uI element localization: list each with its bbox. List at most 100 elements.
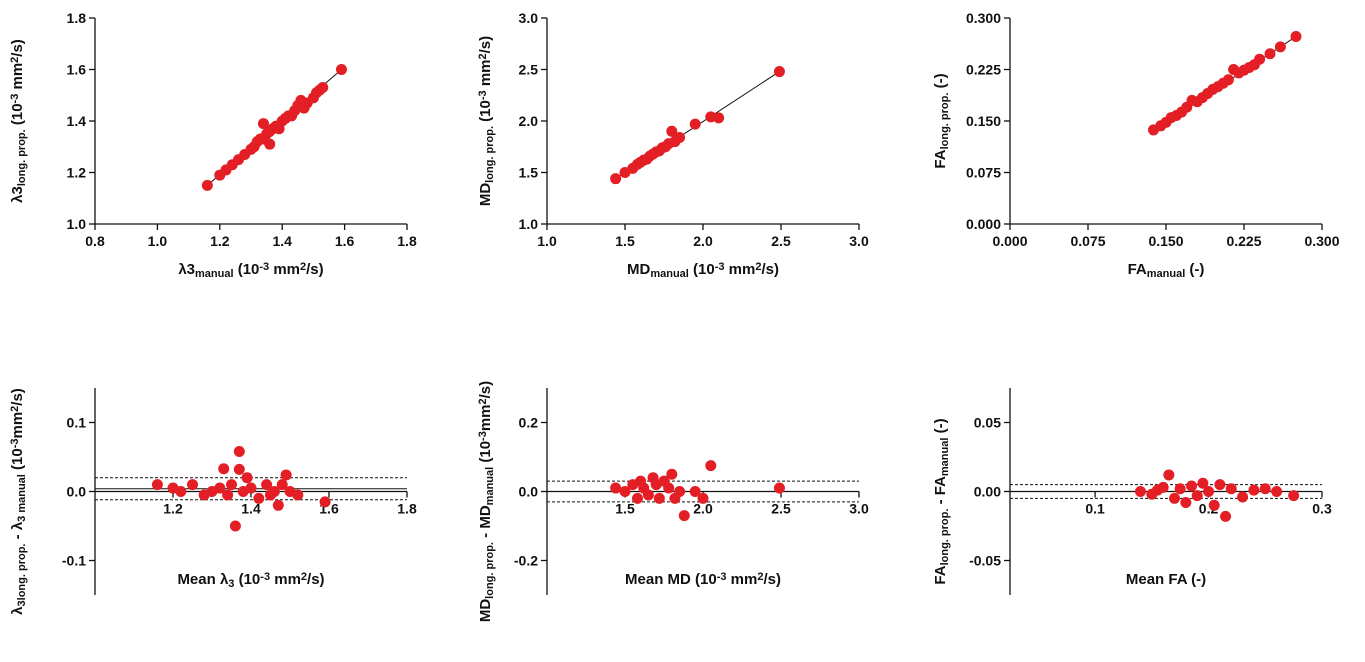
point <box>261 479 273 491</box>
label-part: 3 manual <box>16 474 28 522</box>
x-tick-label: 2.0 <box>693 233 713 249</box>
y-tick-label: 1.2 <box>67 165 87 181</box>
point <box>241 472 253 484</box>
point <box>705 460 717 472</box>
x-tick-label: 2.5 <box>771 501 791 517</box>
y-tick-label: 0.150 <box>966 113 1001 129</box>
point <box>1248 484 1260 496</box>
point <box>187 479 198 491</box>
y-tick-label: 0.000 <box>966 216 1001 232</box>
point <box>1288 490 1300 502</box>
x-tick-label: 1.0 <box>148 233 168 249</box>
point <box>276 479 288 491</box>
point <box>264 138 276 150</box>
label-part: FA <box>932 149 949 168</box>
label-part: - FA <box>932 476 949 509</box>
point <box>697 492 709 504</box>
point <box>268 486 280 497</box>
label-part: (10 <box>9 448 26 474</box>
point <box>1157 481 1169 493</box>
x-tick-label: 3.0 <box>849 501 869 517</box>
y-tick-label: 0.05 <box>974 415 1001 431</box>
label-part: long. prop. <box>939 509 951 566</box>
x-tick-label: 1.4 <box>241 501 261 517</box>
y-tick-label: 3.0 <box>519 10 539 26</box>
axis-label: MDmanual (10-3 mm2/s) <box>627 261 779 280</box>
axis-label: Mean MD (10-3 mm2/s) <box>625 571 781 588</box>
point <box>1237 491 1249 503</box>
axis-label: λ3long. prop. (10-3 mm2/s) <box>9 39 28 203</box>
point <box>1274 41 1286 53</box>
point <box>713 112 725 124</box>
label-part: MD <box>477 183 494 206</box>
y-tick-label: 0.1 <box>67 415 87 431</box>
x-tick-label: 3.0 <box>849 233 869 249</box>
label-part: Mean λ <box>177 571 229 588</box>
label-part: 2 <box>300 261 306 273</box>
label-part: /s) <box>477 381 494 399</box>
point <box>773 482 785 494</box>
label-part: 2 <box>477 398 489 404</box>
label-part: mm <box>725 261 756 278</box>
label-part: long. prop. <box>939 93 951 150</box>
point <box>229 520 241 532</box>
point <box>1180 497 1192 509</box>
point <box>1290 31 1302 43</box>
point <box>1174 483 1186 495</box>
label-part: FA <box>1128 261 1147 278</box>
y-tick-label: 1.0 <box>67 216 87 232</box>
point <box>1197 477 1209 489</box>
x-tick-label: 1.8 <box>397 501 417 517</box>
label-part: (10 <box>477 100 494 126</box>
point <box>1214 479 1226 491</box>
axis-label: FAmanual (-) <box>1128 261 1205 280</box>
y-tick-label: 1.0 <box>519 216 539 232</box>
point <box>272 499 284 511</box>
axis-label: Mean λ3 (10-3 mm2/s) <box>177 571 324 590</box>
label-part: manual <box>650 268 689 280</box>
label-part: (-) <box>1185 261 1204 278</box>
point <box>1203 486 1215 497</box>
x-tick-label: 1.0 <box>537 233 557 249</box>
label-part: manual <box>1147 268 1186 280</box>
point <box>1163 469 1175 481</box>
y-tick-label: 1.6 <box>67 62 87 78</box>
y-tick-label: 0.0 <box>519 484 539 500</box>
point <box>201 179 213 191</box>
label-part: FA <box>932 565 949 584</box>
label-part: (-) <box>932 418 949 437</box>
label-part: MD <box>477 599 494 622</box>
axis-label: Mean FA (-) <box>1126 571 1206 588</box>
label-part: /s) <box>761 261 779 278</box>
label-part: - MD <box>477 505 494 542</box>
label-part: -3 <box>717 571 727 583</box>
point <box>317 82 329 94</box>
point <box>151 479 163 491</box>
y-tick-label: 2.5 <box>519 62 539 78</box>
label-part: mm <box>726 571 757 588</box>
label-part: /s) <box>307 571 325 588</box>
label-part: -3 <box>260 571 270 583</box>
point <box>653 492 665 504</box>
point <box>619 486 631 497</box>
label-part: /s) <box>763 571 781 588</box>
x-tick-label: 0.225 <box>1226 233 1261 249</box>
point <box>292 489 304 501</box>
axis-label: MDlong. prop. - MDmanual (10-3mm2/s) <box>477 381 496 622</box>
label-part: /s) <box>9 39 26 57</box>
label-part: /s) <box>306 261 324 278</box>
x-tick-label: 0.1 <box>1085 501 1105 517</box>
label-part: -3 <box>477 90 489 100</box>
x-tick-label: 1.4 <box>272 233 292 249</box>
label-part: 2 <box>477 53 489 59</box>
label-part: 2 <box>757 571 763 583</box>
label-part: /s) <box>9 388 26 406</box>
label-part: (10 <box>689 261 715 278</box>
point <box>1220 510 1232 522</box>
point <box>280 469 292 481</box>
point <box>1254 53 1266 65</box>
point <box>1225 483 1237 495</box>
x-tick-label: 1.5 <box>615 233 635 249</box>
y-tick-label: 1.4 <box>67 113 87 129</box>
label-part: 2 <box>9 57 21 63</box>
